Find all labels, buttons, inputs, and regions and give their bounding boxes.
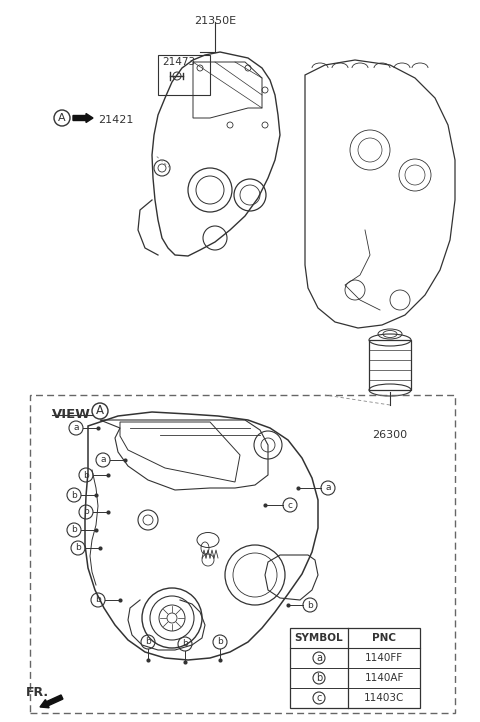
- Bar: [158, 55, 210, 95]
- Text: FR.: FR.: [26, 687, 49, 700]
- Text: 1140AF: 1140AF: [364, 673, 404, 683]
- Text: b: b: [83, 471, 89, 479]
- Text: b: b: [145, 638, 151, 646]
- Text: SYMBOL: SYMBOL: [295, 633, 343, 643]
- Text: c: c: [316, 693, 322, 703]
- Text: a: a: [316, 653, 322, 663]
- Text: a: a: [100, 456, 106, 464]
- Bar: [30, 395, 455, 713]
- Text: 21350E: 21350E: [194, 16, 236, 26]
- Text: a: a: [325, 484, 331, 492]
- Text: 21421: 21421: [98, 115, 133, 125]
- Text: b: b: [217, 638, 223, 646]
- Text: b: b: [83, 508, 89, 516]
- FancyArrow shape: [40, 695, 63, 708]
- Text: b: b: [316, 673, 322, 683]
- Text: 11403C: 11403C: [364, 693, 404, 703]
- Text: a: a: [73, 424, 79, 432]
- Text: b: b: [182, 640, 188, 648]
- FancyArrow shape: [73, 113, 93, 123]
- Text: b: b: [307, 601, 313, 609]
- Bar: [369, 340, 411, 390]
- Bar: [290, 628, 420, 708]
- Text: A: A: [96, 404, 104, 417]
- Text: PNC: PNC: [372, 633, 396, 643]
- Text: b: b: [71, 490, 77, 500]
- Text: A: A: [58, 113, 66, 123]
- Text: b: b: [71, 526, 77, 534]
- Text: b: b: [95, 596, 101, 604]
- Text: 1140FF: 1140FF: [365, 653, 403, 663]
- Text: 21473: 21473: [162, 57, 195, 67]
- Text: b: b: [75, 544, 81, 552]
- Text: 26300: 26300: [372, 430, 408, 440]
- Text: VIEW: VIEW: [52, 408, 91, 421]
- Text: c: c: [288, 500, 292, 510]
